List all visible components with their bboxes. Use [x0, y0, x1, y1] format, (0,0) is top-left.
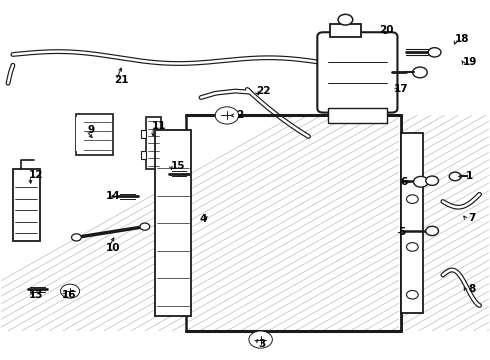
Bar [142, 130, 147, 138]
Circle shape [72, 234, 81, 241]
Circle shape [249, 331, 272, 348]
Text: 18: 18 [455, 35, 469, 44]
Bar [76, 117, 84, 151]
Circle shape [407, 195, 418, 203]
Circle shape [407, 291, 418, 299]
Text: 9: 9 [88, 125, 95, 135]
Bar [401, 134, 423, 313]
Text: 14: 14 [106, 191, 121, 201]
Text: 22: 22 [256, 86, 271, 96]
Circle shape [428, 48, 441, 57]
Circle shape [64, 287, 76, 296]
Text: 1: 1 [466, 171, 473, 181]
Circle shape [414, 176, 428, 187]
Text: 11: 11 [152, 121, 167, 131]
Circle shape [219, 110, 235, 121]
Text: 3: 3 [259, 339, 266, 349]
Text: 7: 7 [468, 213, 476, 222]
Text: 6: 6 [400, 177, 407, 187]
Bar [13, 169, 40, 241]
Bar [76, 114, 113, 155]
Text: 10: 10 [106, 243, 121, 253]
Circle shape [253, 334, 269, 345]
Text: 15: 15 [171, 161, 185, 171]
Text: 2: 2 [237, 111, 244, 121]
FancyBboxPatch shape [318, 32, 397, 113]
Bar [330, 24, 361, 37]
Text: 13: 13 [28, 291, 43, 301]
Text: 8: 8 [468, 284, 476, 294]
Bar [186, 116, 401, 330]
Text: 19: 19 [463, 57, 477, 67]
Bar [328, 108, 387, 123]
Text: 4: 4 [200, 215, 207, 224]
Circle shape [449, 172, 461, 181]
Bar [155, 130, 191, 316]
Text: 21: 21 [115, 75, 129, 85]
Bar [187, 116, 401, 330]
Circle shape [215, 107, 239, 124]
Text: 16: 16 [62, 291, 76, 301]
Bar [399, 116, 401, 330]
Circle shape [338, 14, 353, 25]
Text: 5: 5 [398, 227, 405, 237]
Text: 17: 17 [394, 84, 409, 94]
Bar [147, 117, 161, 169]
Text: 20: 20 [379, 25, 394, 35]
Circle shape [426, 226, 439, 235]
Circle shape [426, 176, 439, 185]
Bar [142, 151, 147, 159]
Circle shape [407, 243, 418, 251]
Circle shape [61, 284, 79, 298]
Circle shape [140, 223, 150, 230]
Circle shape [413, 67, 427, 78]
Text: 12: 12 [28, 170, 43, 180]
Bar [186, 116, 401, 330]
